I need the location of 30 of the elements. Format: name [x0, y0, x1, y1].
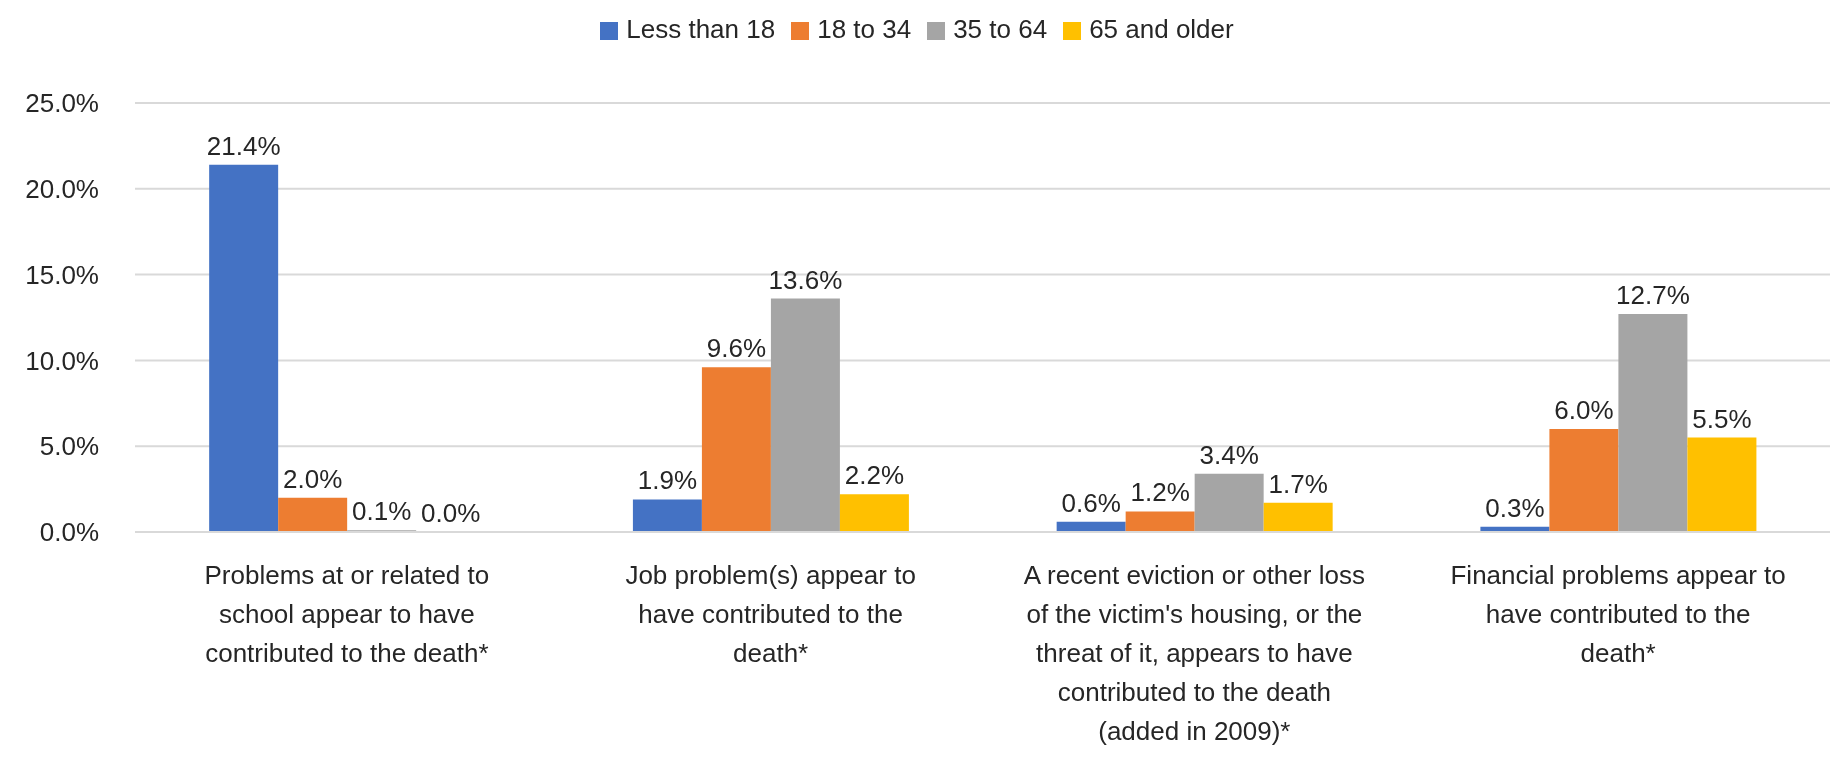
legend-label: Less than 18 — [625, 14, 777, 44]
y-tick-label: 0.0% — [39, 517, 99, 548]
legend-label: 35 to 64 — [952, 14, 1049, 44]
x-tick-label: Job problem(s) appear to have contributed to the death* — [625, 560, 916, 668]
data-label: 1.7% — [1268, 468, 1328, 499]
y-tick-label: 20.0% — [25, 174, 99, 205]
data-label: 12.7% — [1616, 280, 1690, 311]
x-tick-label: Problems at or related to school appear to have contributed to the death* — [204, 560, 490, 668]
data-label: 6.0% — [1554, 395, 1614, 426]
x-tick-label: A recent eviction or other loss of the victim's housing, or the threat of it, appears to have contributed to the death (added in 2009)* — [1023, 560, 1365, 746]
y-tick-label: 15.0% — [25, 259, 99, 290]
data-label: 2.0% — [283, 463, 343, 494]
data-label: 0.6% — [1061, 487, 1121, 518]
legend-label: 65 and older — [1088, 14, 1235, 44]
data-label: 1.2% — [1130, 477, 1190, 508]
data-label: 1.9% — [637, 465, 698, 496]
data-label: 0.1% — [352, 496, 412, 527]
data-label: 0.3% — [1485, 492, 1545, 523]
y-tick-label: 25.0% — [25, 88, 99, 119]
data-label: 5.5% — [1692, 403, 1752, 434]
data-label: 0.0% — [421, 497, 481, 528]
data-label: 13.6% — [768, 264, 843, 295]
data-label: 3.4% — [1199, 439, 1259, 470]
legend-label: 18 to 34 — [816, 14, 913, 44]
data-label: 2.2% — [844, 460, 905, 491]
data-label: 9.6% — [706, 333, 767, 364]
x-tick-label: Financial problems appear to have contributed to the death* — [1450, 560, 1786, 668]
y-tick-label: 5.0% — [39, 431, 99, 462]
data-label: 21.4% — [206, 130, 281, 161]
y-tick-label: 10.0% — [25, 345, 99, 376]
